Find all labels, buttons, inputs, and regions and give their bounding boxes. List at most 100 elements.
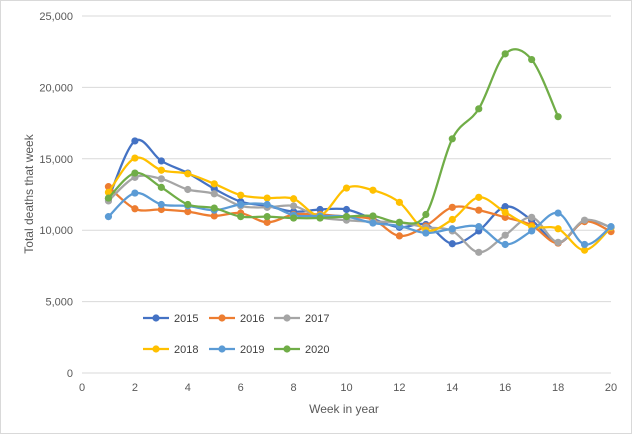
y-tick-label: 0 — [67, 368, 73, 380]
data-point — [395, 232, 403, 240]
data-point — [395, 198, 403, 206]
data-point — [237, 200, 245, 209]
x-tick-label: 8 — [291, 382, 297, 394]
y-tick-label: 15,000 — [39, 154, 73, 166]
x-tick-label: 4 — [185, 382, 191, 394]
x-axis-title: Week in year — [309, 402, 379, 416]
data-point — [131, 169, 139, 177]
legend-label: 2017 — [305, 313, 329, 325]
data-point — [184, 185, 192, 194]
data-point — [448, 203, 456, 211]
data-point — [554, 238, 562, 246]
series-2019 — [104, 189, 615, 249]
data-point — [263, 213, 271, 221]
y-tick-label: 20,000 — [39, 82, 73, 94]
data-point — [210, 185, 218, 193]
data-point — [554, 113, 562, 121]
legend-swatch-marker — [283, 345, 291, 353]
data-point — [475, 105, 483, 113]
data-point — [210, 204, 218, 212]
data-point — [448, 240, 456, 248]
data-point — [104, 188, 113, 196]
data-point — [157, 157, 165, 165]
data-point — [448, 215, 456, 224]
data-point — [263, 200, 271, 209]
data-point — [316, 205, 324, 214]
data-point — [184, 208, 192, 216]
data-point — [369, 212, 377, 220]
data-point — [422, 229, 430, 237]
data-point — [342, 213, 351, 221]
data-point — [342, 205, 351, 214]
y-tick-label: 5,000 — [45, 297, 73, 309]
legend-label: 2015 — [174, 313, 198, 325]
data-point — [104, 194, 113, 202]
x-tick-label: 6 — [238, 382, 244, 394]
x-axis-ticks: 0 2 4 6 8 10 12 14 16 18 20 — [79, 382, 617, 394]
x-tick-label: 12 — [393, 382, 405, 394]
legend-item-2017: 2017 — [274, 313, 329, 325]
data-point — [131, 205, 139, 213]
legend-swatch-marker — [218, 314, 226, 322]
legend-label: 2020 — [305, 344, 329, 356]
data-point — [554, 225, 562, 233]
data-point — [580, 216, 589, 224]
data-point — [237, 191, 245, 199]
data-point — [157, 175, 165, 183]
data-point — [554, 209, 562, 217]
data-point — [580, 246, 589, 254]
legend-swatch-marker — [152, 345, 160, 353]
data-point — [131, 137, 139, 145]
data-point — [395, 218, 403, 226]
data-point — [290, 202, 298, 210]
data-point — [104, 213, 113, 221]
data-point — [157, 166, 165, 174]
data-point — [475, 206, 483, 214]
legend-item-2018: 2018 — [143, 344, 198, 356]
data-point — [263, 218, 271, 226]
data-point — [316, 214, 324, 222]
data-point — [131, 189, 139, 197]
data-point — [501, 208, 509, 216]
data-point — [528, 213, 536, 221]
data-point — [210, 190, 218, 198]
data-point — [501, 240, 509, 249]
data-point — [157, 200, 165, 209]
data-point — [157, 205, 165, 214]
x-tick-label: 0 — [79, 382, 85, 394]
legend-swatch-marker — [152, 314, 160, 322]
legend: 2015 2016 2017 2018 2019 2020 — [143, 313, 329, 356]
data-point — [528, 227, 536, 235]
x-tick-label: 16 — [499, 382, 511, 394]
legend-item-2016: 2016 — [209, 313, 264, 325]
legend-label: 2016 — [240, 313, 264, 325]
data-point — [210, 212, 218, 220]
legend-item-2019: 2019 — [209, 344, 264, 356]
data-point — [131, 154, 139, 162]
data-point — [528, 55, 536, 64]
data-point — [448, 225, 456, 233]
data-point — [290, 214, 298, 222]
data-point — [157, 183, 165, 191]
data-point — [422, 210, 430, 219]
data-point — [369, 219, 377, 227]
legend-swatch-marker — [283, 314, 291, 322]
data-point — [342, 184, 351, 192]
data-point — [501, 231, 509, 239]
series-line — [107, 48, 560, 225]
legend-swatch-marker — [218, 345, 226, 353]
data-point — [184, 200, 192, 209]
data-point — [475, 248, 483, 256]
data-point — [501, 213, 509, 221]
x-tick-label: 14 — [446, 382, 458, 394]
y-axis-title: Total deaths that week — [22, 133, 36, 253]
x-tick-label: 2 — [132, 382, 138, 394]
y-tick-label: 25,000 — [39, 11, 73, 23]
data-point — [237, 213, 245, 221]
gridlines — [82, 15, 611, 374]
data-point — [184, 170, 192, 178]
legend-item-2020: 2020 — [274, 344, 329, 356]
y-axis-ticks: 0 5,000 10,000 15,000 20,000 25,000 — [39, 11, 73, 380]
data-point — [580, 240, 589, 249]
